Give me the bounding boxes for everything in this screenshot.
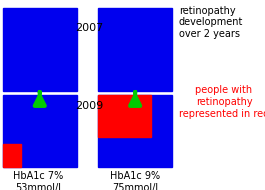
Text: 2007: 2007: [75, 23, 103, 33]
Bar: [98, 95, 151, 137]
Bar: [98, 95, 172, 167]
Bar: [3, 95, 77, 167]
Bar: [3, 8, 77, 91]
Text: HbA1c 7%
53mmol/l: HbA1c 7% 53mmol/l: [13, 171, 64, 190]
Text: 2009: 2009: [75, 101, 103, 111]
Text: HbA1c 9%
75mmol/l: HbA1c 9% 75mmol/l: [110, 171, 160, 190]
Bar: [98, 8, 172, 91]
Bar: [3, 144, 21, 167]
Text: people with
retinopathy
represented in red: people with retinopathy represented in r…: [179, 86, 265, 119]
Text: retinopathy
development
over 2 years: retinopathy development over 2 years: [179, 6, 243, 39]
